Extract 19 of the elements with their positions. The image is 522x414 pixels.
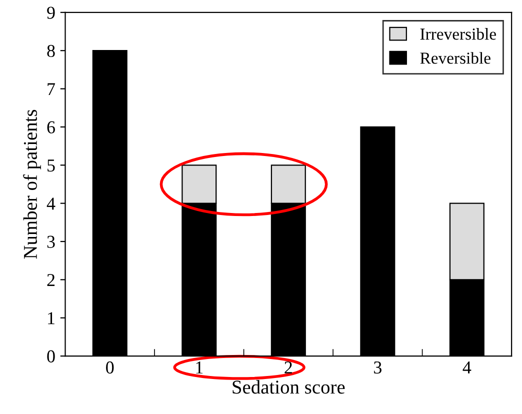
y-tick-label: 3: [47, 236, 55, 248]
y-tick-label: 8: [47, 44, 55, 58]
y-tick-label: 7: [48, 83, 56, 96]
legend-label: Irreversible: [420, 28, 496, 40]
x-tick-label: 2: [284, 361, 292, 374]
legend-label: Reversible: [420, 52, 490, 64]
y-tick-label: 5: [48, 160, 55, 172]
y-tick-label: 2: [47, 274, 55, 286]
y-tick-label: 1: [48, 312, 54, 324]
x-tick-label: 4: [462, 362, 472, 374]
x-tick-label: 0: [106, 361, 114, 374]
y-tick-label: 0: [47, 350, 55, 362]
y-tick-label: 6: [47, 121, 55, 134]
x-tick-label: 1: [196, 362, 203, 374]
y-axis-title: Number of patients: [23, 110, 41, 259]
y-tick-label: 4: [46, 198, 56, 210]
y-tick-label: 9: [47, 6, 55, 19]
x-axis-title: Sedation score: [232, 380, 345, 394]
x-tick-label: 3: [374, 361, 382, 374]
